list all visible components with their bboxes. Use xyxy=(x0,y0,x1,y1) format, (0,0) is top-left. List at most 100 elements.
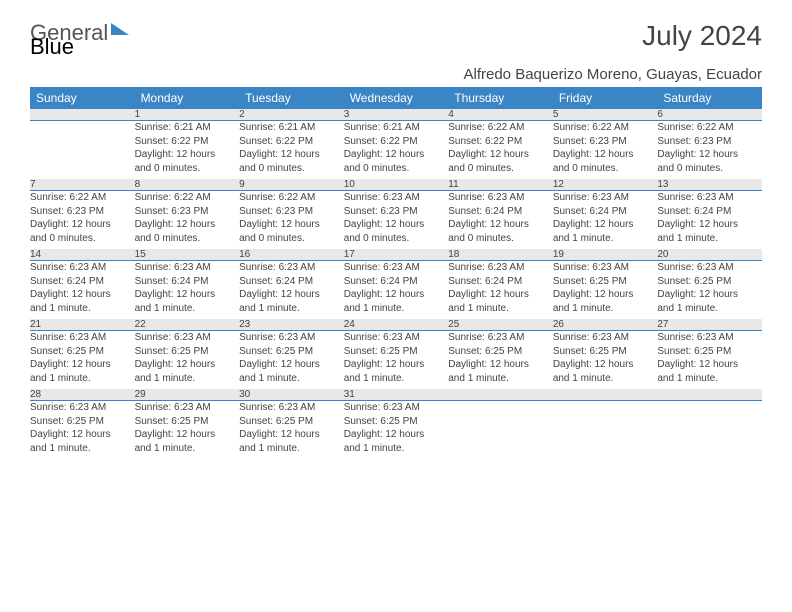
day-cell: Sunrise: 6:23 AMSunset: 6:23 PMDaylight:… xyxy=(344,191,449,250)
sunset-text: Sunset: 6:22 PM xyxy=(344,135,449,149)
sunset-text: Sunset: 6:23 PM xyxy=(30,205,135,219)
daylight-text: and 0 minutes. xyxy=(344,162,449,176)
day-cell: Sunrise: 6:23 AMSunset: 6:24 PMDaylight:… xyxy=(344,261,449,320)
day-cell: Sunrise: 6:22 AMSunset: 6:22 PMDaylight:… xyxy=(448,121,553,180)
day-cell: Sunrise: 6:23 AMSunset: 6:25 PMDaylight:… xyxy=(135,401,240,460)
sunset-text: Sunset: 6:23 PM xyxy=(344,205,449,219)
daylight-text: and 1 minute. xyxy=(553,302,658,316)
daylight-text: Daylight: 12 hours xyxy=(448,148,553,162)
calendar-page: General July 2024 Blue Alfredo Baquerizo… xyxy=(0,0,792,479)
daylight-text: and 1 minute. xyxy=(657,232,762,246)
daylight-text: Daylight: 12 hours xyxy=(239,428,344,442)
day-cell xyxy=(657,401,762,460)
daylight-text: Daylight: 12 hours xyxy=(344,148,449,162)
day-number xyxy=(448,389,553,401)
day-cell xyxy=(448,401,553,460)
daylight-text: Daylight: 12 hours xyxy=(657,148,762,162)
sunrise-text: Sunrise: 6:23 AM xyxy=(553,331,658,345)
day-cell: Sunrise: 6:23 AMSunset: 6:24 PMDaylight:… xyxy=(553,191,658,250)
day-number-row: 21222324252627 xyxy=(30,319,762,331)
sunrise-text: Sunrise: 6:22 AM xyxy=(448,121,553,135)
day-number: 13 xyxy=(657,179,762,191)
day-number-row: 78910111213 xyxy=(30,179,762,191)
sunrise-text: Sunrise: 6:23 AM xyxy=(239,401,344,415)
daylight-text: Daylight: 12 hours xyxy=(135,428,240,442)
day-detail-row: Sunrise: 6:21 AMSunset: 6:22 PMDaylight:… xyxy=(30,121,762,180)
day-number: 5 xyxy=(553,109,658,121)
sunset-text: Sunset: 6:25 PM xyxy=(135,415,240,429)
logo-triangle-icon xyxy=(111,23,129,35)
day-cell: Sunrise: 6:21 AMSunset: 6:22 PMDaylight:… xyxy=(239,121,344,180)
daylight-text: Daylight: 12 hours xyxy=(553,218,658,232)
day-number: 29 xyxy=(135,389,240,401)
daylight-text: and 1 minute. xyxy=(448,302,553,316)
day-number xyxy=(30,109,135,121)
sunrise-text: Sunrise: 6:23 AM xyxy=(30,401,135,415)
sunset-text: Sunset: 6:22 PM xyxy=(135,135,240,149)
day-number: 25 xyxy=(448,319,553,331)
sunset-text: Sunset: 6:25 PM xyxy=(30,415,135,429)
sunrise-text: Sunrise: 6:23 AM xyxy=(448,331,553,345)
daylight-text: Daylight: 12 hours xyxy=(657,358,762,372)
sunset-text: Sunset: 6:24 PM xyxy=(239,275,344,289)
daylight-text: and 0 minutes. xyxy=(344,232,449,246)
day-number: 22 xyxy=(135,319,240,331)
day-cell: Sunrise: 6:23 AMSunset: 6:24 PMDaylight:… xyxy=(30,261,135,320)
day-number: 16 xyxy=(239,249,344,261)
sunrise-text: Sunrise: 6:23 AM xyxy=(344,191,449,205)
sunrise-text: Sunrise: 6:23 AM xyxy=(344,331,449,345)
daylight-text: and 0 minutes. xyxy=(239,232,344,246)
day-number: 1 xyxy=(135,109,240,121)
daylight-text: Daylight: 12 hours xyxy=(448,288,553,302)
day-number: 30 xyxy=(239,389,344,401)
daylight-text: Daylight: 12 hours xyxy=(553,148,658,162)
daylight-text: Daylight: 12 hours xyxy=(135,358,240,372)
sunrise-text: Sunrise: 6:23 AM xyxy=(553,261,658,275)
sunrise-text: Sunrise: 6:23 AM xyxy=(657,261,762,275)
day-detail-row: Sunrise: 6:23 AMSunset: 6:25 PMDaylight:… xyxy=(30,401,762,460)
sunset-text: Sunset: 6:23 PM xyxy=(657,135,762,149)
weekday-header: Tuesday xyxy=(239,87,344,109)
day-cell: Sunrise: 6:23 AMSunset: 6:25 PMDaylight:… xyxy=(239,401,344,460)
day-number: 10 xyxy=(344,179,449,191)
sunrise-text: Sunrise: 6:23 AM xyxy=(448,261,553,275)
daylight-text: Daylight: 12 hours xyxy=(30,428,135,442)
day-number: 18 xyxy=(448,249,553,261)
day-number: 19 xyxy=(553,249,658,261)
sunset-text: Sunset: 6:24 PM xyxy=(344,275,449,289)
sunrise-text: Sunrise: 6:23 AM xyxy=(239,261,344,275)
day-cell: Sunrise: 6:22 AMSunset: 6:23 PMDaylight:… xyxy=(30,191,135,250)
day-number: 31 xyxy=(344,389,449,401)
daylight-text: and 1 minute. xyxy=(135,372,240,386)
sunset-text: Sunset: 6:24 PM xyxy=(448,205,553,219)
daylight-text: Daylight: 12 hours xyxy=(30,218,135,232)
sunset-text: Sunset: 6:23 PM xyxy=(553,135,658,149)
day-cell: Sunrise: 6:23 AMSunset: 6:25 PMDaylight:… xyxy=(344,401,449,460)
sunset-text: Sunset: 6:24 PM xyxy=(30,275,135,289)
day-number: 23 xyxy=(239,319,344,331)
day-cell xyxy=(553,401,658,460)
daylight-text: Daylight: 12 hours xyxy=(30,358,135,372)
daylight-text: Daylight: 12 hours xyxy=(135,218,240,232)
daylight-text: and 1 minute. xyxy=(344,372,449,386)
day-cell: Sunrise: 6:23 AMSunset: 6:24 PMDaylight:… xyxy=(657,191,762,250)
day-cell: Sunrise: 6:23 AMSunset: 6:25 PMDaylight:… xyxy=(239,331,344,390)
daylight-text: and 1 minute. xyxy=(553,232,658,246)
daylight-text: and 1 minute. xyxy=(135,302,240,316)
sunrise-text: Sunrise: 6:22 AM xyxy=(30,191,135,205)
day-cell: Sunrise: 6:22 AMSunset: 6:23 PMDaylight:… xyxy=(657,121,762,180)
daylight-text: Daylight: 12 hours xyxy=(344,358,449,372)
sunset-text: Sunset: 6:24 PM xyxy=(553,205,658,219)
daylight-text: Daylight: 12 hours xyxy=(344,428,449,442)
daylight-text: Daylight: 12 hours xyxy=(448,358,553,372)
sunrise-text: Sunrise: 6:22 AM xyxy=(553,121,658,135)
sunrise-text: Sunrise: 6:23 AM xyxy=(135,401,240,415)
day-cell: Sunrise: 6:23 AMSunset: 6:24 PMDaylight:… xyxy=(448,261,553,320)
day-cell: Sunrise: 6:23 AMSunset: 6:24 PMDaylight:… xyxy=(135,261,240,320)
sunset-text: Sunset: 6:25 PM xyxy=(239,415,344,429)
sunrise-text: Sunrise: 6:23 AM xyxy=(344,261,449,275)
sunset-text: Sunset: 6:25 PM xyxy=(657,275,762,289)
daylight-text: and 1 minute. xyxy=(239,372,344,386)
daylight-text: Daylight: 12 hours xyxy=(344,218,449,232)
daylight-text: and 1 minute. xyxy=(657,372,762,386)
